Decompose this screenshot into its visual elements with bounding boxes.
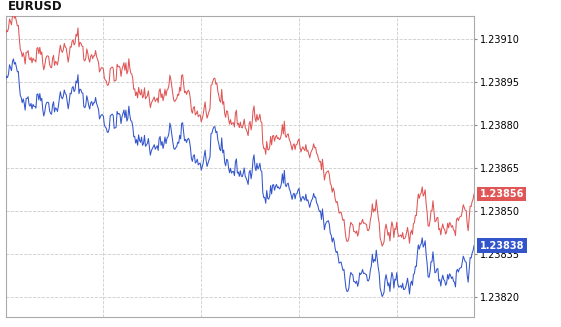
- Text: 1.23838: 1.23838: [480, 241, 524, 250]
- Text: 1.23856: 1.23856: [480, 189, 524, 199]
- Text: EURUSD: EURUSD: [8, 0, 63, 13]
